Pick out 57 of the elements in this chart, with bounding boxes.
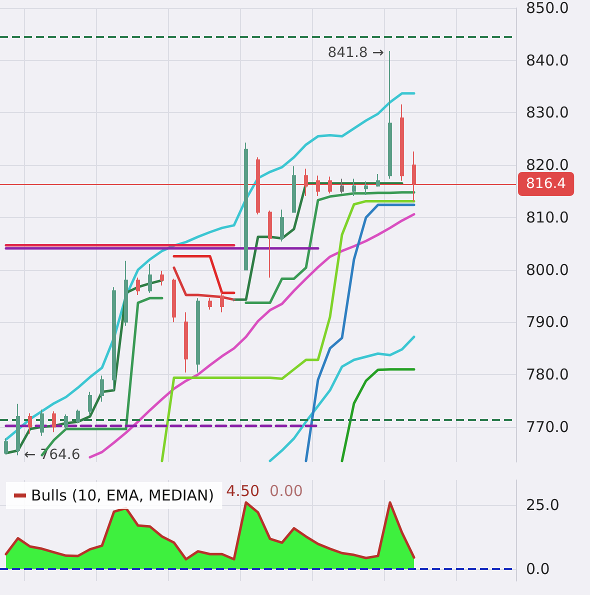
candlestick <box>316 175 320 196</box>
line-series <box>172 266 236 301</box>
candlestick <box>388 50 392 180</box>
line-series <box>340 368 416 462</box>
y-tick-label: 25.0 <box>526 496 560 514</box>
candlestick <box>88 391 92 415</box>
candlestick <box>196 298 200 373</box>
y-tick-label: 850.0 <box>526 0 569 17</box>
candlestick <box>256 156 260 215</box>
candlestick <box>400 104 404 182</box>
line-series <box>160 200 416 462</box>
y-tick-label: 830.0 <box>526 104 569 122</box>
annotation: 0.00 <box>270 482 303 500</box>
candlestick <box>136 277 140 296</box>
ref-line-label: 816.4 <box>526 176 566 192</box>
candlestick <box>124 260 128 326</box>
candlestick <box>28 412 32 434</box>
y-tick-label: 810.0 <box>526 208 569 226</box>
y-tick-label: 820.0 <box>526 156 569 174</box>
candlestick <box>220 292 224 313</box>
line-series <box>268 336 416 462</box>
y-tick-label: 770.0 <box>526 418 569 436</box>
y-tick-label: 790.0 <box>526 313 569 332</box>
candlestick <box>148 264 152 294</box>
annotation: 4.50 <box>226 482 260 500</box>
annotation: 841.8 → <box>328 44 384 61</box>
candlestick <box>100 375 104 402</box>
line-series <box>304 204 416 462</box>
y-tick-label: 840.0 <box>526 51 569 70</box>
candlestick <box>376 173 380 188</box>
candlestick <box>280 209 284 242</box>
candlestick <box>304 168 308 196</box>
candlestick <box>244 142 248 270</box>
candlestick <box>64 414 68 430</box>
candlestick <box>268 210 272 278</box>
candlestick <box>184 312 188 373</box>
y-tick-label: 0.0 <box>526 560 550 578</box>
y-tick-label: 800.0 <box>526 260 569 279</box>
candlestick <box>40 409 44 436</box>
candlestick <box>76 409 80 424</box>
annotation: ← 764.6 <box>24 447 80 464</box>
candlestick <box>16 403 20 456</box>
line-series <box>88 213 416 459</box>
candlestick <box>340 178 344 194</box>
candlestick <box>292 166 296 214</box>
candlestick <box>160 270 164 286</box>
candlestick <box>412 150 416 202</box>
candlestick <box>364 180 368 196</box>
candlestick <box>328 176 332 194</box>
candlestick <box>172 278 176 323</box>
y-tick-label: 780.0 <box>526 366 569 384</box>
legend-label: Bulls (10, EMA, MEDIAN) <box>31 486 214 504</box>
candlestick <box>4 438 8 455</box>
candlestick <box>52 410 56 433</box>
candlestick <box>208 298 212 310</box>
candlestick <box>112 286 116 391</box>
candlestick <box>352 178 356 196</box>
